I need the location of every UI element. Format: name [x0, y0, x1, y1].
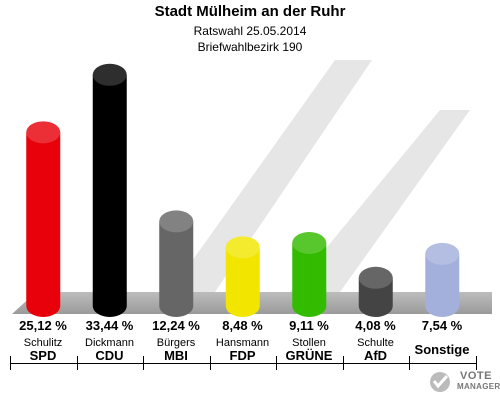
- bar-cap: [358, 266, 393, 289]
- bar-cap: [159, 210, 194, 233]
- bar-cap: [292, 232, 327, 255]
- category-label: FDP: [229, 348, 256, 363]
- bar-body: [159, 221, 194, 317]
- bar-body: [92, 74, 127, 317]
- candidate-label: Dickmann: [85, 337, 134, 349]
- candidate-label: Hansmann: [215, 337, 270, 349]
- bar-cap: [425, 242, 460, 265]
- bar-body: [425, 253, 460, 317]
- bar-cap: [26, 121, 61, 144]
- bar-body: [358, 277, 393, 317]
- label-separator: [10, 363, 476, 364]
- candidate-label: Stollen: [292, 337, 326, 349]
- axis-tick: [475, 356, 477, 370]
- bar-sonstige: [425, 242, 460, 317]
- backdrop-stripe: [170, 60, 372, 292]
- vote-manager-logo-icon: [430, 372, 450, 392]
- bar-cap: [92, 63, 127, 86]
- value-label: 25,12 %: [19, 318, 67, 333]
- category-label: GRÜNE: [285, 348, 333, 363]
- bar-cdu: [92, 63, 127, 317]
- bar-fdp: [225, 236, 260, 317]
- value-label: 4,08 %: [355, 318, 396, 333]
- logo-text-manager: MANAGER: [457, 382, 500, 391]
- bars-group: [26, 63, 460, 317]
- category-label: CDU: [95, 348, 124, 363]
- bar-body: [292, 243, 327, 317]
- category-label: MBI: [164, 348, 188, 363]
- bar-body: [26, 132, 61, 317]
- candidate-label: Bürgers: [156, 337, 196, 349]
- bar-spd: [26, 121, 61, 317]
- chart-district: Briefwahlbezirk 190: [197, 40, 303, 54]
- category-label: AfD: [363, 348, 388, 363]
- bar-body: [225, 247, 260, 317]
- value-label: 12,24 %: [152, 318, 200, 333]
- chart-backdrop: [170, 60, 470, 292]
- candidate-label: Schulitz: [23, 337, 63, 349]
- backdrop-stripe: [290, 110, 470, 292]
- bar-grüne: [292, 232, 327, 317]
- value-label: 33,44 %: [85, 318, 134, 333]
- candidate-label: Schulte: [357, 337, 394, 349]
- bar-mbi: [159, 210, 194, 317]
- category-label: SPD: [29, 348, 57, 363]
- value-label: 9,11 %: [289, 318, 329, 333]
- logo-text-vote: VOTE: [460, 370, 492, 382]
- category-label: Sonstige: [414, 342, 470, 357]
- chart-title: Stadt Mülheim an der Ruhr: [154, 3, 346, 20]
- value-label: 8,48 %: [222, 318, 263, 333]
- chart-subtitle: Ratswahl 25.05.2014: [193, 24, 307, 38]
- value-label: 7,54 %: [421, 318, 463, 333]
- bar-afd: [358, 266, 393, 317]
- bar-cap: [225, 236, 260, 259]
